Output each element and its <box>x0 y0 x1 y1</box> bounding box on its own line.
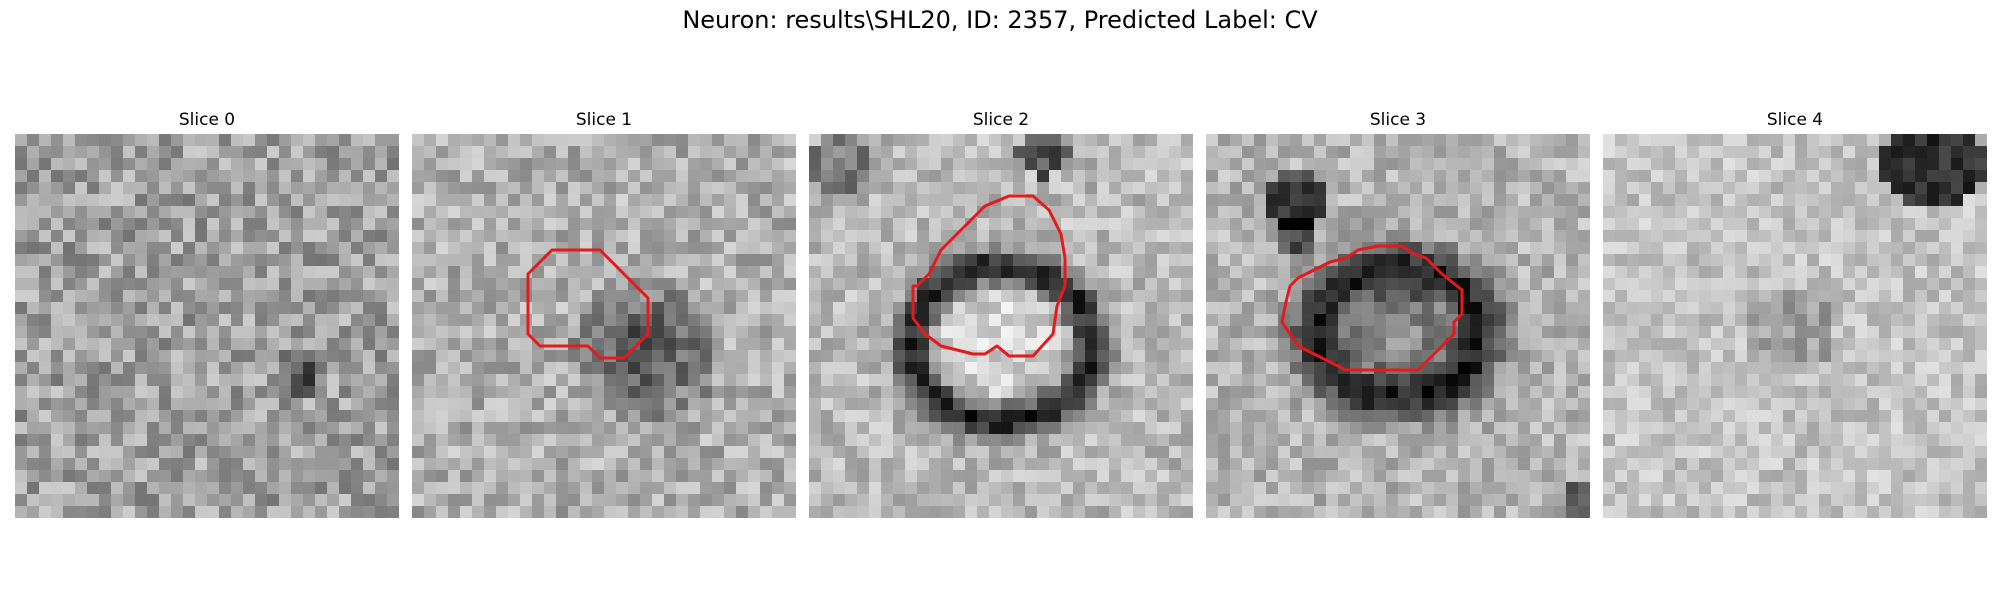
slice-image <box>1603 134 1987 518</box>
roi-contour <box>1280 244 1464 372</box>
slice-title: Slice 4 <box>1766 110 1824 130</box>
slice-title: Slice 0 <box>178 110 236 130</box>
figure-title: Neuron: results\SHL20, ID: 2357, Predict… <box>682 6 1318 34</box>
slice-image <box>1206 134 1590 518</box>
slice-title: Slice 3 <box>1369 110 1427 130</box>
roi-contour <box>526 248 650 360</box>
slice-image <box>809 134 1193 518</box>
slice-title: Slice 1 <box>575 110 633 130</box>
slice-image <box>15 134 399 518</box>
roi-contour <box>911 194 1067 358</box>
slice-title: Slice 2 <box>972 110 1030 130</box>
slice-image <box>412 134 796 518</box>
